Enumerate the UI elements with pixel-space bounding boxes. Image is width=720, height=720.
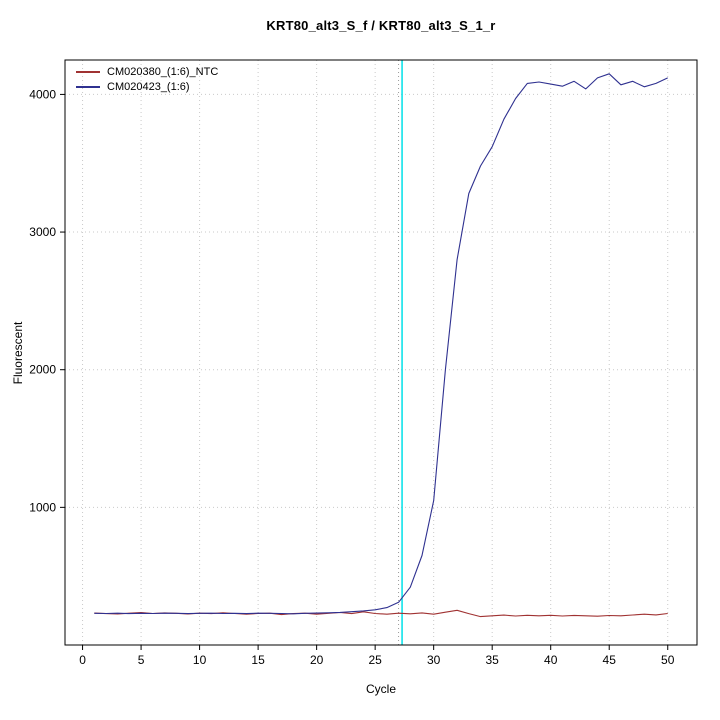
x-axis-ticks: 0 5 10 15 20 25 30 35 40 45 50: [79, 645, 675, 667]
svg-text:45: 45: [603, 653, 617, 667]
legend-label-sample: CM020423_(1:6): [107, 81, 190, 93]
legend-item: CM020423_(1:6): [76, 81, 218, 93]
svg-text:20: 20: [310, 653, 324, 667]
legend-label-ntc: CM020380_(1:6)_NTC: [107, 66, 219, 78]
svg-text:35: 35: [486, 653, 500, 667]
x-axis-label: Cycle: [365, 682, 396, 696]
svg-text:5: 5: [138, 653, 145, 667]
svg-text:30: 30: [427, 653, 441, 667]
legend: CM020380_(1:6)_NTC CM020423_(1:6): [76, 66, 218, 93]
svg-text:40: 40: [544, 653, 558, 667]
y-axis-ticks: 1000 2000 3000 4000: [29, 87, 65, 514]
svg-text:3000: 3000: [29, 225, 56, 239]
svg-text:0: 0: [79, 653, 86, 667]
plot-border: [64, 59, 698, 646]
svg-text:1000: 1000: [29, 500, 56, 514]
svg-text:50: 50: [661, 653, 675, 667]
legend-item: CM020380_(1:6)_NTC: [76, 66, 218, 78]
svg-text:25: 25: [368, 653, 382, 667]
svg-text:15: 15: [251, 653, 265, 667]
series-line-1: [94, 73, 668, 615]
legend-line-swatch-sample: [76, 86, 100, 88]
chart-title: KRT80_alt3_S_f / KRT80_alt3_S_1_r: [266, 18, 496, 33]
svg-text:2000: 2000: [29, 363, 56, 377]
gridlines: [65, 60, 697, 645]
legend-line-swatch-ntc: [76, 71, 100, 73]
svg-text:4000: 4000: [29, 87, 56, 101]
svg-text:10: 10: [193, 653, 207, 667]
